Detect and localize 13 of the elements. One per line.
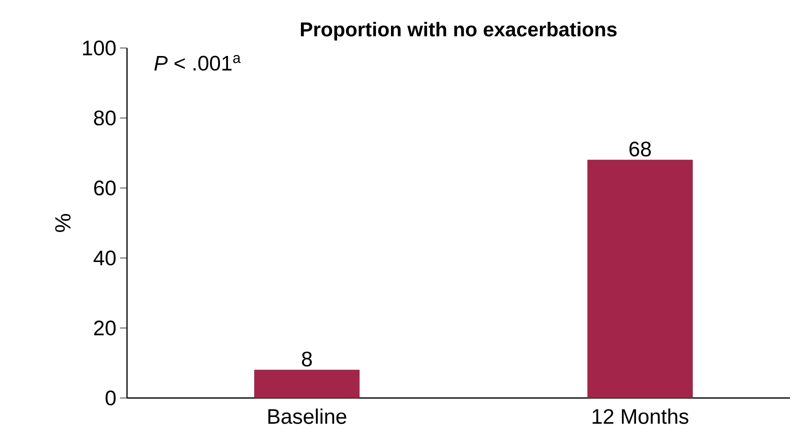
y-tick-label: 60 xyxy=(94,180,116,196)
annotation: P < .001$^{a}$ xyxy=(154,55,241,71)
data-label: 68 xyxy=(629,142,651,156)
y-tick-label: 0 xyxy=(106,390,116,406)
y-tick-label: 80 xyxy=(94,110,116,126)
data-label: 8 xyxy=(302,352,312,366)
y-tick-label: 20 xyxy=(94,320,116,336)
y-tick-label: 100 xyxy=(83,40,116,56)
x-tick-label: 12 Months xyxy=(592,408,688,424)
y-tick-label: 40 xyxy=(94,250,116,266)
chart-title: Proportion with no exacerbations xyxy=(300,22,617,40)
x-tick-label: Baseline xyxy=(268,408,346,424)
y-axis-title: % xyxy=(55,214,71,232)
